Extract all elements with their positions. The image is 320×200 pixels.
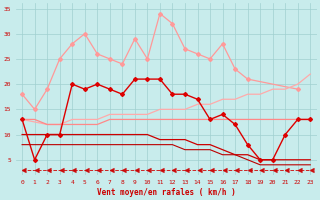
X-axis label: Vent moyen/en rafales ( km/h ): Vent moyen/en rafales ( km/h ) xyxy=(97,188,236,197)
